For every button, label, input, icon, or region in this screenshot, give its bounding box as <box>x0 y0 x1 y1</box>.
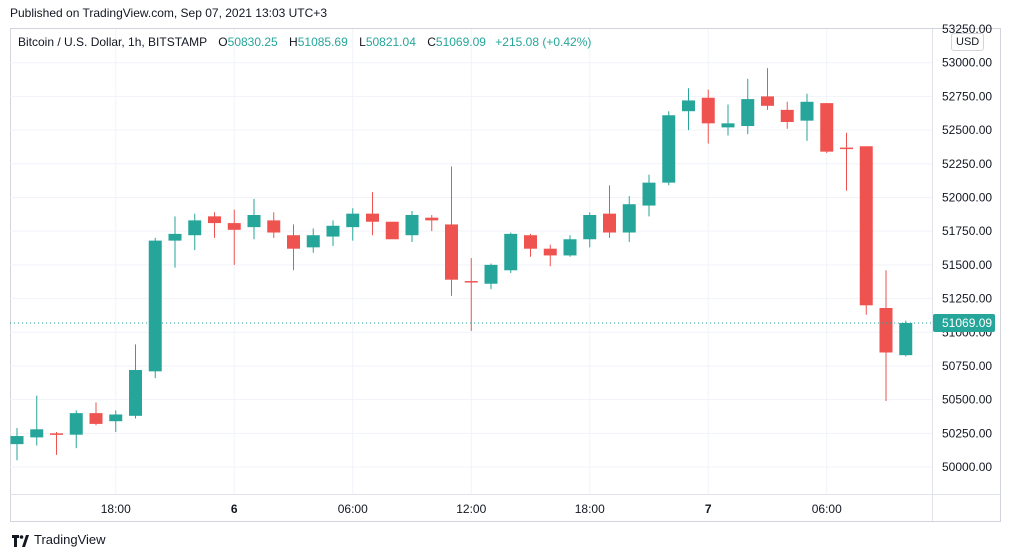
x-tick-label: 06:00 <box>812 502 842 516</box>
x-tick-label: 7 <box>705 502 712 516</box>
chart-frame <box>10 28 1001 522</box>
candle-body[interactable] <box>780 109 794 122</box>
candle-body[interactable] <box>543 248 557 256</box>
tradingview-brand[interactable]: TradingView <box>12 532 106 547</box>
candle-body[interactable] <box>148 240 162 372</box>
candle-body[interactable] <box>346 213 360 228</box>
candle-body[interactable] <box>899 322 913 356</box>
x-tick-label: 18:00 <box>101 502 131 516</box>
candle-body[interactable] <box>267 220 281 233</box>
y-tick-label: 51500.00 <box>942 258 992 272</box>
close-key: C <box>427 35 436 49</box>
brand-name: TradingView <box>34 532 106 547</box>
candle-body[interactable] <box>701 97 715 124</box>
candle-body[interactable] <box>603 213 616 233</box>
candle-body[interactable] <box>840 147 853 150</box>
candle-body[interactable] <box>721 123 735 128</box>
candle-body[interactable] <box>306 235 320 248</box>
y-tick-label: 52750.00 <box>942 89 992 103</box>
candle-body[interactable] <box>366 213 379 222</box>
candle-body[interactable] <box>30 429 44 438</box>
candle-body[interactable] <box>129 370 142 416</box>
candle-body[interactable] <box>385 221 399 240</box>
candle-body[interactable] <box>662 115 676 183</box>
y-tick-label: 51250.00 <box>942 292 992 306</box>
candle-body[interactable] <box>464 281 478 283</box>
candle-body[interactable] <box>484 264 498 284</box>
candle-body[interactable] <box>504 233 518 271</box>
currency-button[interactable]: USD <box>951 33 985 51</box>
tradingview-logo-icon <box>12 534 29 547</box>
y-tick-label: 53000.00 <box>942 56 992 70</box>
candle-body[interactable] <box>10 436 24 445</box>
candle-body[interactable] <box>208 216 221 224</box>
candle-body[interactable] <box>69 413 83 435</box>
candle-body[interactable] <box>642 182 656 206</box>
close-value: 51069.09 <box>435 35 486 49</box>
open-key: O <box>218 35 228 49</box>
candle-body[interactable] <box>50 433 63 435</box>
change-value: +215.08 (+0.42%) <box>495 35 592 49</box>
last-price-tag <box>933 313 995 332</box>
high-key: H <box>289 35 298 49</box>
candle-body[interactable] <box>741 99 755 127</box>
candle-body[interactable] <box>820 103 834 152</box>
x-tick-label: 12:00 <box>456 502 486 516</box>
candle-body[interactable] <box>859 146 873 306</box>
last-price-label: 51069.09 <box>942 316 992 330</box>
y-tick-label: 51750.00 <box>942 224 992 238</box>
candle-body[interactable] <box>227 223 241 230</box>
low-value: 50821.04 <box>365 35 416 49</box>
candle-body[interactable] <box>622 204 636 233</box>
candle-body[interactable] <box>89 413 103 424</box>
candle-body[interactable] <box>583 215 597 240</box>
candle-body[interactable] <box>168 233 182 241</box>
y-tick-label: 52000.00 <box>942 190 992 204</box>
ohlc-legend: Bitcoin / U.S. Dollar, 1h, BITSTAMP O508… <box>18 35 591 49</box>
y-tick-label: 53250.00 <box>942 22 992 36</box>
candle-body[interactable] <box>405 215 419 236</box>
y-tick-label: 52250.00 <box>942 157 992 171</box>
candle-body[interactable] <box>563 239 577 256</box>
open-value: 50830.25 <box>227 35 278 49</box>
candle-body[interactable] <box>445 224 458 280</box>
y-tick-label: 50500.00 <box>942 393 992 407</box>
low-key: L <box>359 35 366 49</box>
candle-body[interactable] <box>287 235 300 249</box>
candle-body[interactable] <box>188 220 202 236</box>
candle-body[interactable] <box>800 101 814 121</box>
candle-body[interactable] <box>425 217 439 221</box>
candle-body[interactable] <box>524 235 537 249</box>
candle-body[interactable] <box>879 308 893 353</box>
candle-body[interactable] <box>247 215 261 228</box>
published-caption: Published on TradingView.com, Sep 07, 20… <box>10 6 327 20</box>
x-tick-label: 06:00 <box>338 502 368 516</box>
candle-body[interactable] <box>682 100 695 112</box>
candle-body[interactable] <box>761 96 774 106</box>
candle-body[interactable] <box>326 225 340 237</box>
x-tick-label: 6 <box>231 502 238 516</box>
y-tick-label: 50000.00 <box>942 460 992 474</box>
y-tick-label: 50750.00 <box>942 359 992 373</box>
y-tick-label: 52500.00 <box>942 123 992 137</box>
symbol-label: Bitcoin / U.S. Dollar, 1h, BITSTAMP <box>18 35 207 49</box>
high-value: 51085.69 <box>297 35 348 49</box>
candle-body[interactable] <box>109 414 123 422</box>
x-tick-label: 18:00 <box>575 502 605 516</box>
y-tick-label: 50250.00 <box>942 426 992 440</box>
